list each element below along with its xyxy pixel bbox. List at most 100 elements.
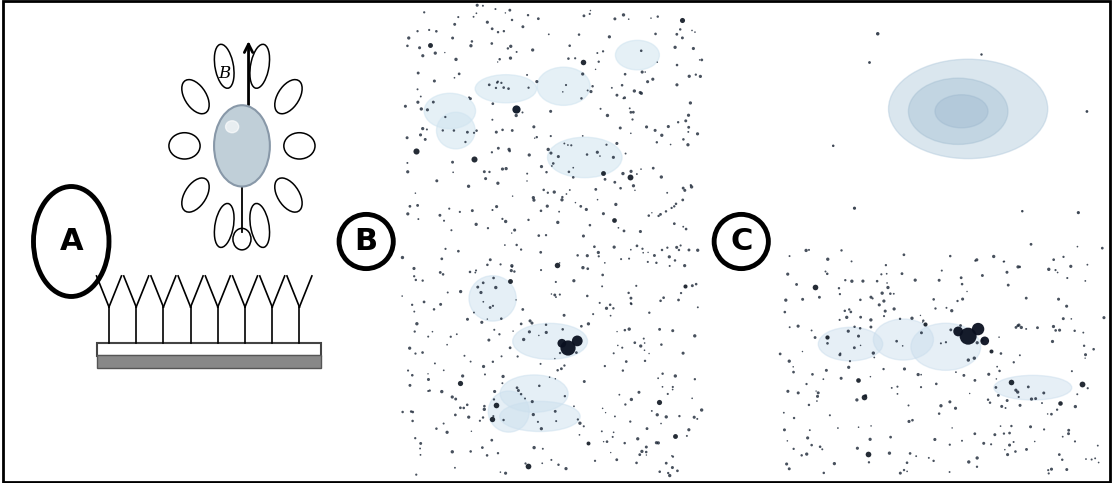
Point [479,261,496,269]
Point [859,450,877,458]
Point [485,396,503,403]
Point [818,333,836,341]
Point [976,337,994,345]
Point [673,16,691,24]
Point [605,412,623,420]
Point [658,413,676,421]
Point [487,128,505,136]
Point [483,148,501,156]
Circle shape [214,105,269,186]
Point [843,277,860,285]
Point [860,458,878,466]
Point [639,78,657,85]
Point [831,351,849,359]
Point [808,397,826,405]
Point [1078,108,1096,115]
Point [493,379,511,387]
Point [467,267,485,274]
Point [575,378,593,385]
Point [849,332,867,340]
Point [516,460,534,468]
Point [949,327,967,335]
Point [1062,262,1080,270]
Point [947,369,965,376]
Point [881,433,899,441]
Point [843,257,860,265]
Point [974,271,992,279]
Point [532,425,550,433]
Point [474,279,492,287]
Point [413,105,431,113]
Point [483,116,501,124]
Point [533,459,551,467]
Point [932,402,949,410]
Point [983,347,1001,355]
Point [469,1,486,9]
Point [474,363,492,370]
Point [525,444,543,452]
Point [546,408,564,415]
Point [552,365,570,372]
Point [992,350,1009,357]
Point [575,12,593,20]
Point [424,328,442,336]
Point [479,224,496,232]
Point [489,58,506,66]
Point [632,165,650,173]
Point [831,290,849,298]
Point [895,251,913,258]
Point [393,292,411,300]
Point [439,341,456,349]
Point [1013,324,1031,331]
Point [851,341,869,349]
Point [1035,389,1053,397]
Point [452,288,470,296]
Point [652,297,670,305]
Point [396,102,414,110]
Point [406,350,424,357]
Point [801,426,819,434]
Point [427,177,445,185]
Point [663,383,681,391]
Point [444,169,462,176]
Point [996,404,1014,412]
Point [863,293,880,301]
Point [652,341,670,349]
Point [681,99,699,107]
Point [954,295,972,303]
Point [594,47,612,55]
Point [590,249,608,256]
Point [532,207,550,214]
Point [499,44,516,52]
Point [942,252,959,260]
Point [405,265,423,272]
Point [1017,325,1035,333]
Point [462,95,480,102]
Point [948,297,966,305]
Point [854,277,871,285]
Point [892,315,909,323]
Point [1078,384,1096,392]
Point [533,163,551,170]
Point [1017,294,1035,302]
Point [637,357,654,365]
Point [959,356,977,364]
Ellipse shape [500,375,568,412]
Point [903,314,920,322]
Point [1085,345,1103,353]
Point [1077,455,1095,463]
Point [466,269,484,276]
Point [406,189,424,197]
Point [418,106,436,114]
Point [528,133,545,141]
Point [995,258,1013,266]
Point [559,141,577,149]
Point [591,299,609,307]
Point [489,179,506,187]
Point [463,207,481,214]
Point [777,296,795,304]
Point [432,300,450,308]
Point [1063,315,1081,323]
Point [495,28,513,35]
Point [631,89,649,97]
